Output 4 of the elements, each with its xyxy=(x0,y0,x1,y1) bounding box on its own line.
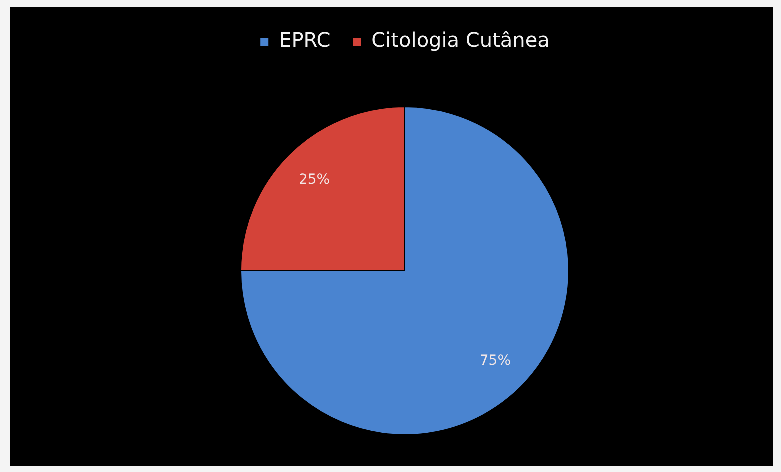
data-label: 25% xyxy=(298,172,330,188)
data-label: 75% xyxy=(480,353,512,370)
legend-label: EPRC xyxy=(279,28,331,52)
legend-label: Citologia Cutânea xyxy=(372,28,550,52)
